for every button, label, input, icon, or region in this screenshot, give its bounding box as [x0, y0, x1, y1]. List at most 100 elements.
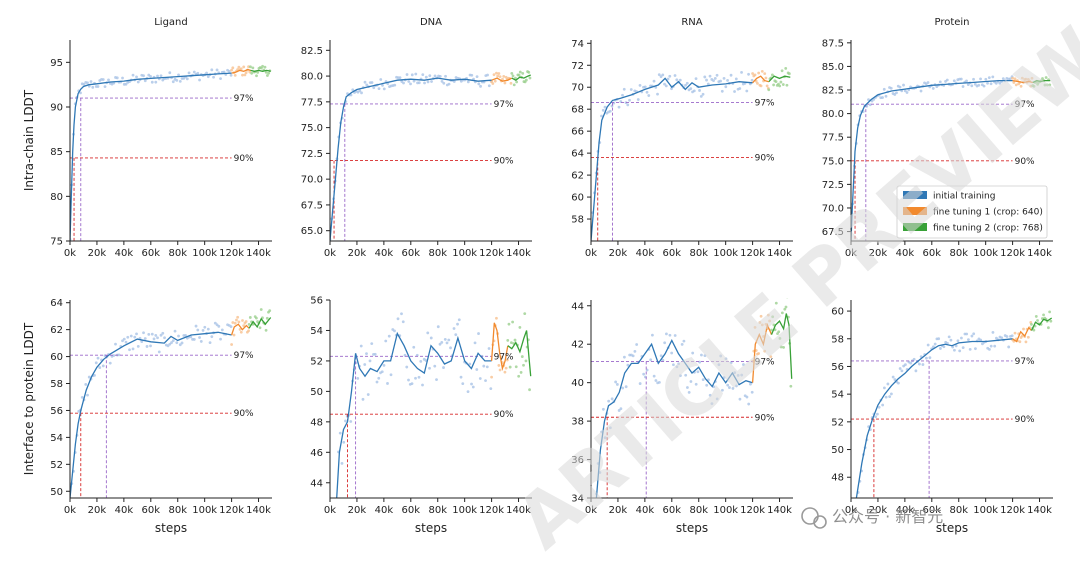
data-point	[491, 82, 495, 85]
data-point	[968, 347, 972, 351]
data-point	[178, 80, 182, 83]
data-point	[988, 347, 991, 351]
x-tick-label: 140k	[767, 505, 792, 516]
y-tick-label: 34	[571, 494, 584, 505]
data-point	[493, 79, 497, 83]
x-tick-label: 60k	[402, 505, 421, 516]
data-point	[893, 93, 897, 96]
x-tick-label: 40k	[636, 248, 655, 259]
data-point	[785, 83, 789, 87]
data-point	[372, 86, 376, 90]
data-point	[991, 331, 995, 334]
data-point	[774, 80, 778, 84]
x-tick-label: 120k	[740, 505, 765, 516]
panel-3: RNA 97% 90% 58 60 62 64 66 68 70 72 74 0k 20k 40k 60k 80…	[571, 17, 793, 259]
data-point	[960, 336, 963, 340]
data-point	[902, 83, 905, 87]
data-point	[994, 81, 998, 85]
data-point	[217, 324, 221, 328]
data-point	[433, 364, 437, 368]
data-point	[180, 341, 184, 345]
x-tick-label: 140k	[1027, 505, 1052, 516]
data-point	[760, 323, 764, 327]
data-point	[895, 91, 898, 95]
data-point	[201, 329, 205, 332]
data-point	[511, 320, 515, 324]
data-point	[163, 336, 166, 340]
data-point	[445, 341, 449, 345]
data-point	[442, 366, 445, 369]
x-tick-label: 60k	[923, 505, 942, 516]
data-point	[409, 82, 412, 86]
data-point	[867, 98, 870, 102]
legend-swatch	[903, 191, 927, 199]
data-point	[600, 114, 603, 118]
data-point	[698, 89, 701, 92]
data-point	[772, 83, 776, 87]
data-point	[444, 74, 447, 78]
data-point	[247, 329, 250, 333]
x-tick-label: 100k	[973, 248, 998, 259]
x-tick-label: 20k	[609, 505, 628, 516]
data-point	[893, 378, 897, 381]
x-tick-label: 80k	[428, 248, 447, 259]
x-tick-label: 40k	[375, 505, 394, 516]
data-point	[267, 71, 271, 75]
plot-area	[591, 66, 791, 241]
series-initial-training	[70, 331, 232, 498]
data-point	[518, 326, 522, 329]
threshold-label: 97%	[494, 352, 514, 362]
data-point	[722, 376, 726, 379]
data-point	[778, 84, 782, 88]
y-tick-label: 85	[50, 147, 63, 158]
data-point	[519, 371, 523, 374]
data-point	[979, 77, 982, 81]
data-point	[903, 89, 907, 93]
threshold-label: 90%	[494, 410, 514, 420]
y-tick-label: 70.0	[301, 175, 323, 186]
x-tick-label: 0k	[324, 248, 336, 259]
data-point	[342, 440, 346, 444]
plot-area	[70, 308, 272, 498]
data-point	[931, 87, 935, 90]
data-point	[241, 319, 244, 322]
data-point	[972, 77, 975, 81]
data-point	[498, 75, 502, 79]
source-tag: 公众号 · 新智元	[801, 507, 943, 529]
data-point	[622, 355, 626, 359]
data-point	[1048, 83, 1052, 87]
data-point	[96, 85, 100, 88]
y-tick-label: 72.5	[822, 180, 844, 191]
data-point	[438, 75, 442, 78]
data-point	[194, 324, 198, 328]
data-point	[1001, 77, 1005, 80]
y-tick-label: 60	[571, 193, 584, 204]
data-point	[749, 382, 752, 386]
data-point	[1036, 319, 1039, 322]
y-tick-label: 56	[831, 362, 844, 373]
data-point	[517, 374, 521, 378]
data-point	[984, 77, 988, 81]
data-point	[489, 387, 493, 391]
data-point	[672, 363, 675, 367]
data-point	[953, 348, 956, 352]
data-point	[150, 80, 154, 84]
y-tick-label: 77.5	[301, 97, 323, 108]
data-point	[175, 341, 179, 345]
data-point	[925, 356, 928, 360]
data-point	[522, 363, 525, 367]
data-point	[412, 79, 416, 83]
data-point	[601, 108, 605, 112]
data-point	[389, 373, 393, 377]
data-point	[1008, 77, 1012, 81]
data-point	[84, 383, 88, 386]
data-point	[349, 420, 353, 423]
panel-6: 97% 90% 44 46 48 50 52 54 56 0k 20k 40k 60k 80k 100k 12…	[310, 296, 532, 535]
data-point	[375, 380, 379, 384]
legend-entry: initial training	[933, 192, 995, 202]
data-point	[685, 81, 689, 85]
data-point	[242, 65, 246, 69]
data-point	[175, 78, 179, 82]
data-point	[1018, 340, 1022, 344]
data-point	[633, 350, 637, 353]
